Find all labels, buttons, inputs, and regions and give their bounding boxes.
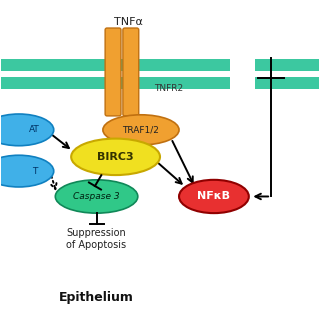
FancyBboxPatch shape <box>123 28 139 116</box>
Text: BIRC3: BIRC3 <box>97 152 134 162</box>
Ellipse shape <box>0 114 54 146</box>
Text: T: T <box>32 167 37 176</box>
Ellipse shape <box>0 155 54 187</box>
Text: TNFR2: TNFR2 <box>154 84 183 93</box>
Ellipse shape <box>71 139 160 175</box>
Text: Epithelium: Epithelium <box>59 291 134 304</box>
Text: Suppression
of Apoptosis: Suppression of Apoptosis <box>67 228 127 250</box>
Ellipse shape <box>179 180 249 213</box>
Text: TRAF1/2: TRAF1/2 <box>123 125 159 134</box>
Text: Caspase 3: Caspase 3 <box>73 192 120 201</box>
Text: TNFα: TNFα <box>114 17 143 27</box>
Bar <box>255 77 319 89</box>
Bar <box>1 59 230 71</box>
Text: NFκB: NFκB <box>197 191 230 202</box>
Ellipse shape <box>103 115 179 145</box>
Text: AT: AT <box>29 125 40 134</box>
Bar <box>1 77 230 89</box>
Ellipse shape <box>55 180 138 213</box>
Bar <box>255 59 319 71</box>
FancyBboxPatch shape <box>105 28 121 116</box>
